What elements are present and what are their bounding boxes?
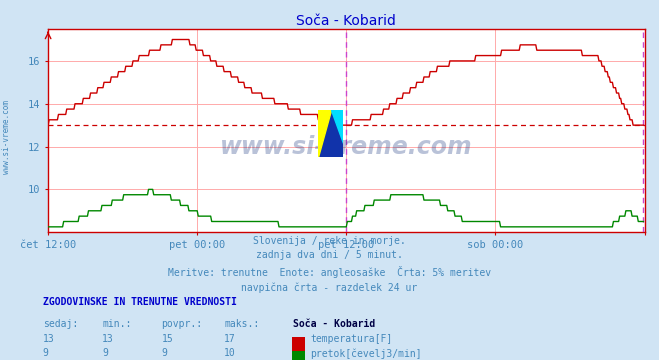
Text: pretok[čevelj3/min]: pretok[čevelj3/min] bbox=[310, 348, 422, 359]
Text: 13: 13 bbox=[43, 334, 55, 344]
Polygon shape bbox=[331, 110, 343, 143]
Text: 9: 9 bbox=[43, 348, 49, 359]
Title: Soča - Kobarid: Soča - Kobarid bbox=[297, 14, 396, 28]
Text: 9: 9 bbox=[102, 348, 108, 359]
Text: 10: 10 bbox=[224, 348, 236, 359]
Text: 13: 13 bbox=[102, 334, 114, 344]
Text: 17: 17 bbox=[224, 334, 236, 344]
Text: Slovenija / reke in morje.
zadnja dva dni / 5 minut.
Meritve: trenutne  Enote: a: Slovenija / reke in morje. zadnja dva dn… bbox=[168, 236, 491, 293]
Text: www.si-vreme.com: www.si-vreme.com bbox=[220, 135, 473, 159]
Text: min.:: min.: bbox=[102, 319, 132, 329]
Text: povpr.:: povpr.: bbox=[161, 319, 202, 329]
Text: www.si-vreme.com: www.si-vreme.com bbox=[2, 100, 11, 174]
Text: 15: 15 bbox=[161, 334, 173, 344]
Text: 9: 9 bbox=[161, 348, 167, 359]
Polygon shape bbox=[318, 110, 343, 157]
Text: sedaj:: sedaj: bbox=[43, 319, 78, 329]
Text: Soča - Kobarid: Soča - Kobarid bbox=[293, 319, 376, 329]
Text: maks.:: maks.: bbox=[224, 319, 259, 329]
Text: temperatura[F]: temperatura[F] bbox=[310, 334, 393, 344]
Polygon shape bbox=[318, 110, 331, 157]
Text: ZGODOVINSKE IN TRENUTNE VREDNOSTI: ZGODOVINSKE IN TRENUTNE VREDNOSTI bbox=[43, 297, 237, 307]
